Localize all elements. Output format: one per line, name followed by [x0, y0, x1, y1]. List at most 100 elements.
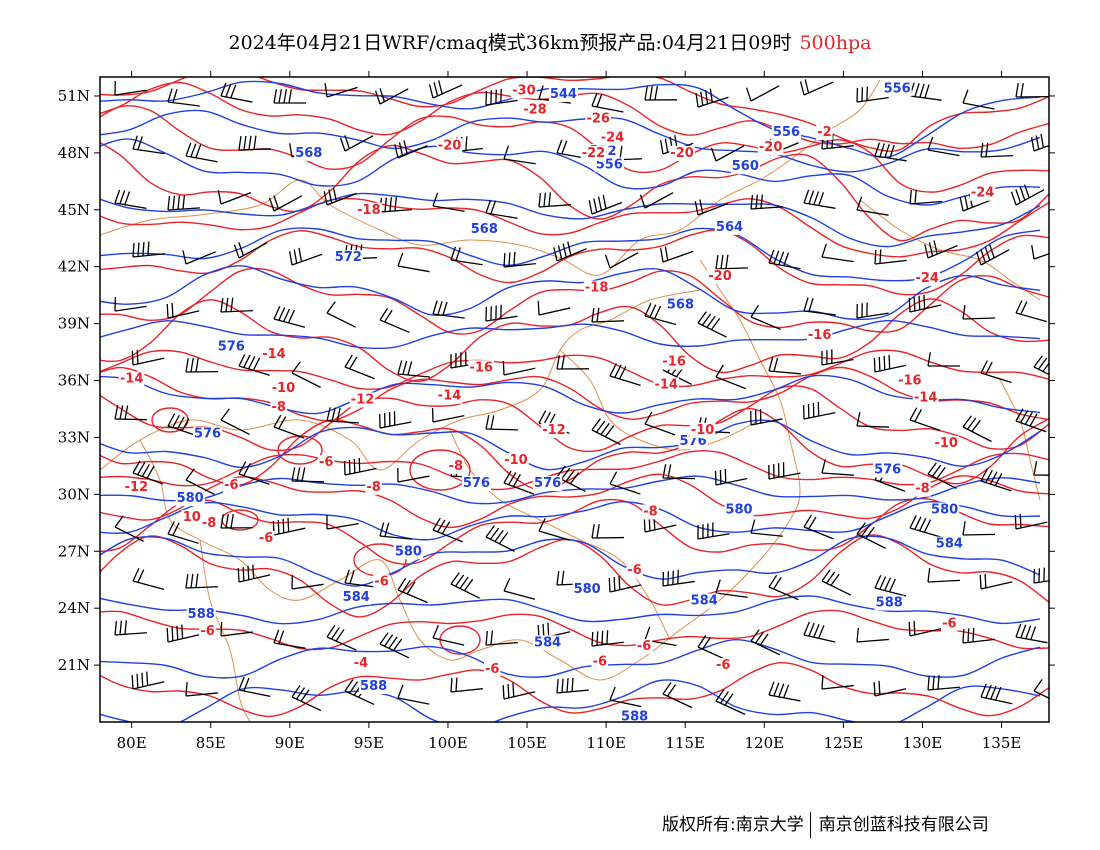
temperature-label-bg	[583, 280, 610, 296]
wind-barb	[326, 301, 356, 328]
wind-barb	[185, 142, 218, 163]
wind-barb	[326, 514, 359, 530]
wind-barb	[450, 677, 483, 693]
boundary-line	[100, 79, 881, 276]
wind-barb	[909, 407, 941, 432]
temperature-label-bg	[522, 102, 548, 118]
wind-barb	[485, 415, 519, 431]
height-label-bg	[882, 81, 912, 97]
temperature-label-bg	[661, 354, 687, 370]
wind-barb	[821, 243, 854, 263]
temperature-label: -6	[374, 575, 388, 590]
height-label-bg	[620, 709, 650, 722]
wind-barb	[799, 79, 834, 96]
temperature-label: -24	[915, 271, 939, 286]
temperature-label: -10	[934, 436, 958, 451]
wind-barb	[768, 574, 799, 601]
wind-barb	[980, 683, 1013, 705]
boundary-line	[859, 199, 1041, 301]
temperature-label: -24	[601, 131, 625, 146]
wind-barb	[166, 624, 200, 643]
temperature-label-bg	[352, 656, 370, 672]
wind-barb	[114, 620, 147, 636]
temperature-label-bg	[356, 202, 382, 218]
wind-barb	[233, 242, 268, 259]
wind-barb	[238, 461, 270, 485]
height-label-bg	[594, 157, 624, 173]
temperature-label-bg	[270, 381, 297, 397]
temperature-label-bg	[503, 453, 529, 469]
temperature-label: -8	[915, 482, 929, 497]
height-label: 556	[596, 157, 623, 172]
temperature-label: -10	[691, 423, 715, 438]
temperature-label: -6	[637, 639, 651, 654]
temperature-contour-line	[100, 349, 1049, 390]
wind-barb	[874, 574, 907, 597]
wind-barb	[220, 297, 253, 313]
wind-barb	[291, 685, 322, 712]
wind-barb	[697, 311, 727, 338]
wind-barb	[326, 625, 357, 651]
wind-barb	[379, 632, 410, 659]
wind-barb	[185, 681, 218, 697]
wind-barb	[288, 247, 323, 266]
temperature-label-bg	[914, 271, 940, 287]
wind-barb	[856, 412, 890, 428]
temperature-label: -20	[708, 269, 732, 284]
wind-barb	[397, 684, 430, 705]
temperature-label: -28	[523, 102, 547, 117]
wind-barb	[537, 300, 571, 316]
height-label-bg	[930, 502, 960, 518]
wind-barb	[980, 468, 1012, 492]
wind-barb	[273, 414, 305, 439]
lon-tick-label: 95E	[354, 734, 384, 752]
boundary-line	[559, 349, 761, 451]
wind-barb	[768, 357, 801, 375]
wind-barb	[379, 522, 412, 540]
lat-tick-label: 45N	[58, 201, 90, 219]
height-contour-line	[100, 265, 1041, 321]
wind-barb	[131, 349, 165, 366]
wind-barb	[927, 675, 960, 691]
temperature-label: -8	[366, 480, 380, 495]
wind-barb	[591, 524, 625, 539]
temperature-label-bg	[914, 481, 931, 497]
wind-barb	[431, 407, 465, 423]
height-label: 576	[463, 476, 490, 491]
wind-barb	[450, 572, 480, 599]
wind-barb	[132, 135, 165, 155]
wind-barb	[927, 568, 960, 583]
temperature-contour-line	[100, 661, 1049, 718]
wind-barb	[432, 517, 463, 543]
temperature-contour-line	[100, 385, 1049, 453]
wind-barb	[694, 199, 729, 216]
temperature-label: -22	[582, 146, 606, 161]
height-contour-line	[100, 475, 1041, 505]
height-label: 568	[471, 222, 498, 237]
wind-barb	[975, 244, 1010, 266]
height-label-bg	[469, 221, 499, 237]
wind-barb	[908, 620, 942, 637]
org-company: 南京创蓝科技有限公司	[818, 815, 989, 835]
lat-tick-label: 27N	[58, 542, 90, 560]
wind-barb	[715, 579, 748, 599]
temperature-label: -12	[351, 393, 375, 408]
temperature-label: -4	[354, 656, 368, 671]
temperature-label-bg	[599, 130, 626, 146]
wind-barb	[608, 575, 642, 593]
axis-tick-labels: 51N 48N 45N 42N 39N 36N 33N 30N 27N 24N 21N 80E 85E 9…	[58, 87, 1022, 752]
temperature-label: -6	[485, 662, 499, 677]
wind-barb	[715, 689, 746, 715]
wind-barb	[639, 192, 674, 209]
wind-barb	[185, 468, 215, 496]
temperature-label-bg	[484, 661, 501, 677]
wind-barb	[803, 297, 836, 316]
temperature-closed-contour	[409, 449, 471, 491]
lon-tick-label: 100E	[428, 734, 468, 752]
wind-barb	[502, 682, 536, 700]
temperature-label: -16	[469, 360, 493, 375]
lat-tick-label: 42N	[58, 258, 90, 276]
wind-barb	[1010, 184, 1045, 206]
wind-barb	[909, 515, 941, 538]
temperature-contour-line	[100, 267, 1049, 335]
